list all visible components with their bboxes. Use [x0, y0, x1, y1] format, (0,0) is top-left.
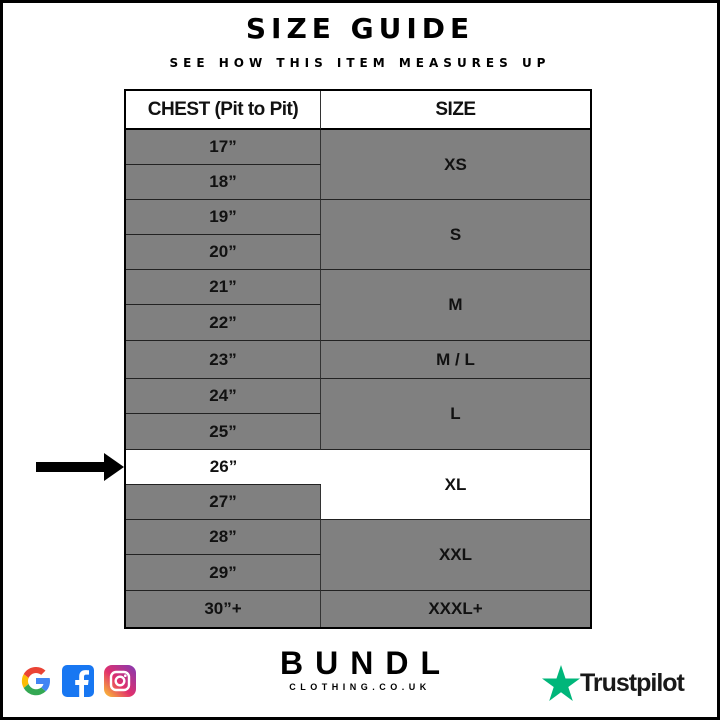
chest-cell: 25” [126, 414, 321, 450]
chest-cell: 17” [126, 130, 321, 165]
facebook-icon[interactable] [62, 664, 94, 698]
page-title: SIZE GUIDE [245, 12, 475, 45]
header-size: SIZE [321, 91, 590, 130]
trustpilot-logo: Trustpilot [542, 665, 685, 701]
size-cell: XXL [321, 520, 590, 591]
chest-cell: 18” [126, 165, 321, 200]
chest-cell: 27” [126, 485, 321, 520]
size-cell: M / L [321, 341, 590, 379]
chest-cell: 19” [126, 200, 321, 235]
chest-cell: 28” [126, 520, 321, 555]
chest-cell: 20” [126, 235, 321, 270]
size-cell: XS [321, 130, 590, 200]
brand-logo: BUNDL [280, 645, 452, 681]
star-icon [542, 665, 580, 701]
size-table: CHEST (Pit to Pit) SIZE 17” 18” 19” 20” … [124, 89, 592, 629]
chest-cell: 22” [126, 305, 321, 341]
size-cell: XXXL+ [321, 591, 590, 627]
chest-cell-highlighted: 26” [126, 450, 321, 485]
chest-cell: 29” [126, 555, 321, 591]
size-cell: S [321, 200, 590, 270]
social-icons [20, 664, 136, 698]
chest-cell: 23” [126, 341, 321, 379]
brand-domain: CLOTHING.CO.UK [289, 682, 431, 692]
header-chest: CHEST (Pit to Pit) [126, 91, 321, 130]
instagram-icon[interactable] [104, 664, 136, 698]
size-cell: M [321, 270, 590, 341]
chest-cell: 24” [126, 379, 321, 414]
size-cell: L [321, 379, 590, 450]
google-icon[interactable] [20, 664, 52, 698]
arrow-right-icon [36, 453, 124, 481]
chest-cell: 21” [126, 270, 321, 305]
chest-cell: 30”+ [126, 591, 321, 627]
size-cell-highlighted: XL [321, 450, 590, 520]
trustpilot-text: Trustpilot [580, 668, 685, 697]
page-subtitle: SEE HOW THIS ITEM MEASURES UP [169, 56, 551, 70]
